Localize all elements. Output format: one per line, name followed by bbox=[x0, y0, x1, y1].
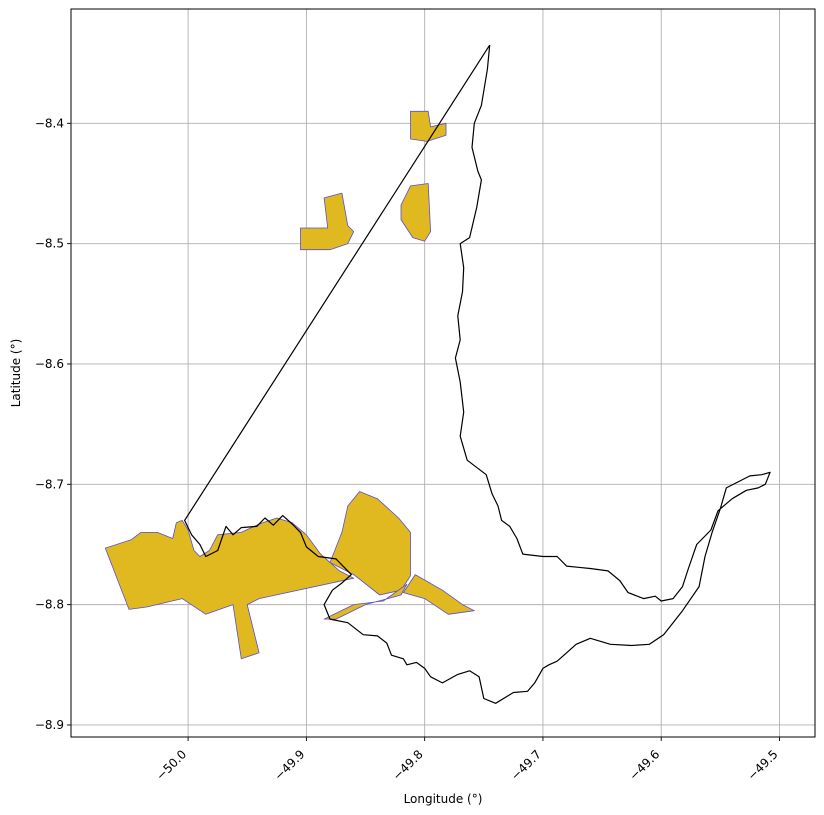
y-axis-label: Latitude (°) bbox=[9, 339, 23, 408]
y-tick-label: −8.4 bbox=[35, 116, 64, 130]
y-tick-label: −8.6 bbox=[35, 357, 64, 371]
y-tick-label: −8.5 bbox=[35, 237, 64, 251]
highlighted-area bbox=[403, 574, 475, 615]
highlighted-area bbox=[329, 491, 411, 596]
plot-frame bbox=[70, 8, 816, 738]
boundary-line bbox=[184, 44, 771, 704]
highlighted-area bbox=[323, 583, 408, 620]
y-tick-label: −8.7 bbox=[35, 477, 64, 491]
y-tick-label: −8.8 bbox=[35, 598, 64, 612]
y-axis-ticks: −8.4 −8.5 −8.6 −8.7 −8.8 −8.9 bbox=[35, 116, 71, 732]
highlighted-area bbox=[400, 183, 431, 242]
y-tick-label: −8.9 bbox=[35, 718, 64, 732]
highlighted-areas bbox=[104, 110, 475, 660]
highlighted-area bbox=[300, 192, 355, 251]
municipality-boundary bbox=[184, 44, 771, 704]
highlighted-area bbox=[410, 110, 447, 142]
highlighted-area bbox=[104, 517, 355, 660]
x-axis-label: Longitude (°) bbox=[404, 792, 483, 806]
